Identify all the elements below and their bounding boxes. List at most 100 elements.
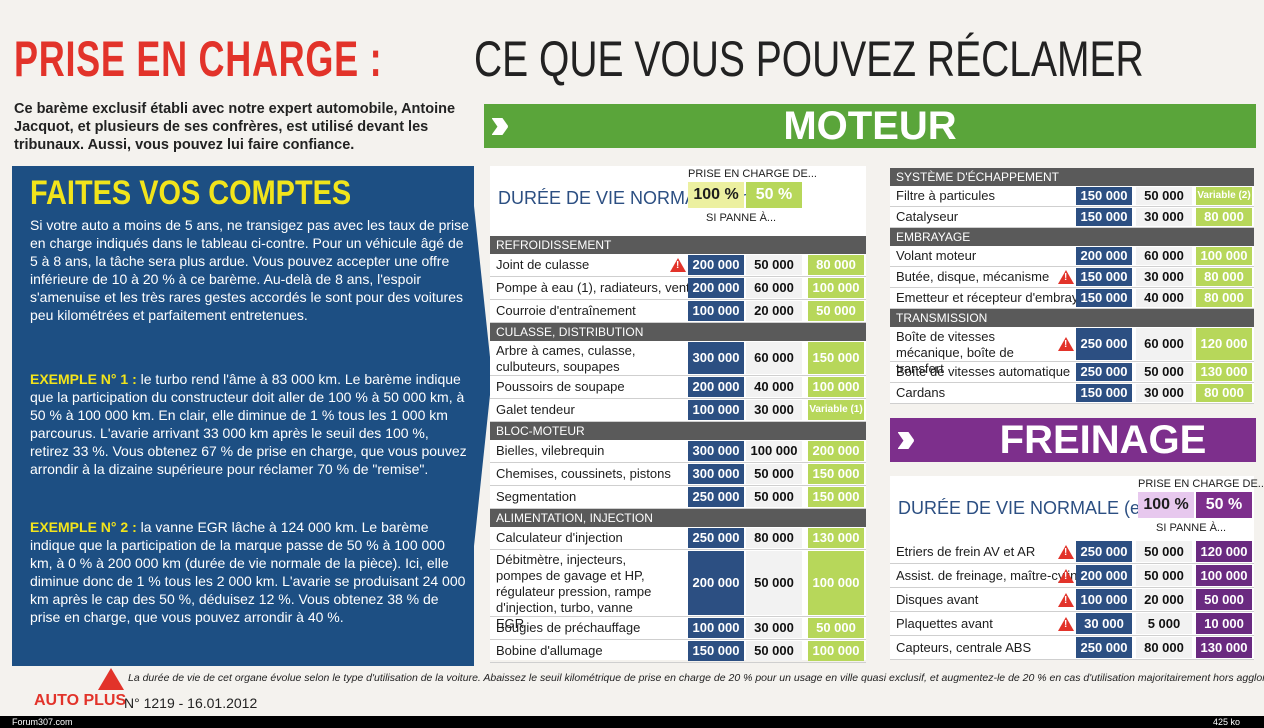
row-label: Galet tendeur	[496, 402, 575, 417]
value-cell: 250 000	[1076, 541, 1132, 562]
row-separator	[890, 659, 1254, 660]
value-cell: 30 000	[1136, 384, 1192, 402]
value-cell: 250 000	[688, 528, 744, 548]
value-cell: 100 000	[688, 618, 744, 638]
row-separator	[890, 611, 1254, 612]
row-label: Bougies de préchauffage	[496, 620, 641, 635]
table-row: Arbre à cames, culasse, culbuteurs, soup…	[490, 341, 866, 375]
value-cell: 50 000	[1136, 363, 1192, 381]
value-cell: 5 000	[1136, 613, 1192, 634]
value-cell: 50 000	[808, 618, 864, 638]
value-cell: 200 000	[1076, 247, 1132, 265]
table-row: Boîte de vitesses mécanique, boîte de tr…	[890, 327, 1254, 376]
value-cell: 50 000	[1136, 565, 1192, 586]
row-label: Filtre à particules	[896, 188, 995, 203]
warning-icon	[1058, 592, 1074, 607]
row-label: Courroie d'entraînement	[496, 303, 636, 318]
header-100: 100 %	[1138, 492, 1194, 518]
site-label: Forum307.com	[12, 717, 73, 727]
intro-text: Ce barème exclusif établi avec notre exp…	[14, 101, 456, 153]
value-cell: 150 000	[688, 641, 744, 661]
title-red: PRISE EN CHARGE :	[14, 31, 383, 87]
value-cell: 60 000	[1136, 328, 1192, 360]
value-cell: 150 000	[1076, 384, 1132, 402]
value-cell: 200 000	[688, 377, 744, 397]
table-row: Poussoirs de soupape 200 000 40 000 100 000	[490, 376, 866, 398]
warning-icon	[1058, 568, 1074, 583]
warning-icon	[1058, 544, 1074, 559]
example-1-text: le turbo rend l'âme à 83 000 km. Le barè…	[30, 371, 467, 477]
value-cell: 80 000	[746, 528, 802, 548]
freinage-table: DURÉE DE VIE NORMALE (en km) PRISE EN CHA…	[890, 476, 1264, 660]
table-row: Bougies de préchauffage 100 000 30 000 50 0…	[490, 617, 866, 639]
page-header: PRISE EN CHARGE : CE QUE VOUS POUVEZ RÉC…	[14, 30, 1254, 90]
moteur-table-left: DURÉE DE VIE NORMALE (en km) PRISE EN CHA…	[490, 166, 866, 663]
row-separator	[490, 398, 866, 399]
row-separator	[490, 662, 866, 663]
table-row: Courroie d'entraînement 100 000 20 000 50 0…	[490, 300, 866, 322]
value-cell: 20 000	[746, 301, 802, 321]
example-2: EXEMPLE N° 2 : la vanne EGR lâche à 124 …	[30, 518, 470, 626]
row-label: Disques avant	[896, 592, 979, 607]
value-cell: 130 000	[1196, 363, 1252, 381]
table-row: Emetteur et récepteur d'embrayage 150 000…	[890, 288, 1254, 308]
row-separator	[890, 227, 1254, 228]
example-2-label: EXEMPLE N° 2 :	[30, 519, 137, 535]
header-50: 50 %	[746, 182, 802, 208]
row-separator	[490, 485, 866, 486]
value-cell: 130 000	[808, 528, 864, 548]
table-row: Capteurs, centrale ABS 250 000 80 000 130 0…	[890, 636, 1254, 659]
chevron-icon: ›››	[896, 413, 916, 462]
example-2-text: la vanne EGR lâche à 124 000 km. Le barè…	[30, 519, 466, 625]
freinage-title: FREINAGE	[999, 418, 1207, 462]
header-panne: SI PANNE À...	[1156, 522, 1227, 534]
table-row: Assist. de freinage, maître-cylindre200 …	[890, 564, 1254, 587]
faites-vos-comptes-box: FAITES VOS COMPTES Si votre auto a moins…	[12, 166, 492, 666]
row-separator	[890, 308, 1254, 309]
row-separator	[490, 322, 866, 323]
moteur-title: MOTEUR	[783, 104, 957, 148]
value-cell: 300 000	[688, 441, 744, 461]
chevron-icon: ›››	[484, 102, 554, 148]
table-row: Galet tendeur 100 000 30 000 Variable (1)	[490, 399, 866, 421]
row-label: Butée, disque, mécanisme	[896, 269, 1050, 284]
freinage-banner: ››› FREINAGE	[890, 413, 1256, 462]
value-cell: 200 000	[1076, 565, 1132, 586]
row-label: Plaquettes avant	[896, 616, 993, 631]
row-label: Emetteur et récepteur d'embrayage	[896, 290, 1101, 305]
value-cell: 80 000	[1196, 289, 1252, 307]
value-cell: 20 000	[1136, 589, 1192, 610]
table-header: DURÉE DE VIE NORMALE (en km) PRISE EN CHA…	[890, 476, 1264, 540]
value-cell: 250 000	[1076, 363, 1132, 381]
row-separator	[890, 635, 1254, 636]
value-cell: 200 000	[688, 278, 744, 298]
table-row: Calculateur d'injection 250 000 80 000 130 …	[490, 527, 866, 549]
value-cell: 50 000	[746, 255, 802, 275]
section-header: ALIMENTATION, INJECTION	[490, 509, 866, 527]
value-cell: Variable (2)	[1196, 187, 1252, 205]
value-cell: 100 000	[688, 301, 744, 321]
box-title: FAITES VOS COMPTES	[30, 174, 352, 212]
example-1-label: EXEMPLE N° 1 :	[30, 371, 137, 387]
title-black: CE QUE VOUS POUVEZ RÉCLAMER	[474, 31, 1144, 87]
brand-logo: AUTO PLUS	[34, 692, 127, 709]
row-label: Poussoirs de soupape	[496, 379, 625, 394]
value-cell: 30 000	[746, 618, 802, 638]
row-separator	[890, 403, 1254, 404]
row-separator	[890, 266, 1254, 267]
value-cell: 150 000	[1076, 268, 1132, 286]
table-row: Chemises, coussinets, pistons 300 000 50 0…	[490, 463, 866, 485]
row-label: Bobine d'allumage	[496, 643, 603, 658]
value-cell: 250 000	[1076, 637, 1132, 658]
warning-icon	[1058, 337, 1074, 351]
value-cell: 200 000	[808, 441, 864, 461]
value-cell: 100 000	[808, 641, 864, 661]
row-separator	[490, 616, 866, 617]
row-label: Calculateur d'injection	[496, 530, 623, 545]
issue-info: N° 1219 - 16.01.2012	[124, 695, 258, 711]
value-cell: 50 000	[808, 301, 864, 321]
table-row: Pompe à eau (1), radiateurs, ventilateur…	[490, 277, 866, 299]
value-cell: 50 000	[746, 641, 802, 661]
